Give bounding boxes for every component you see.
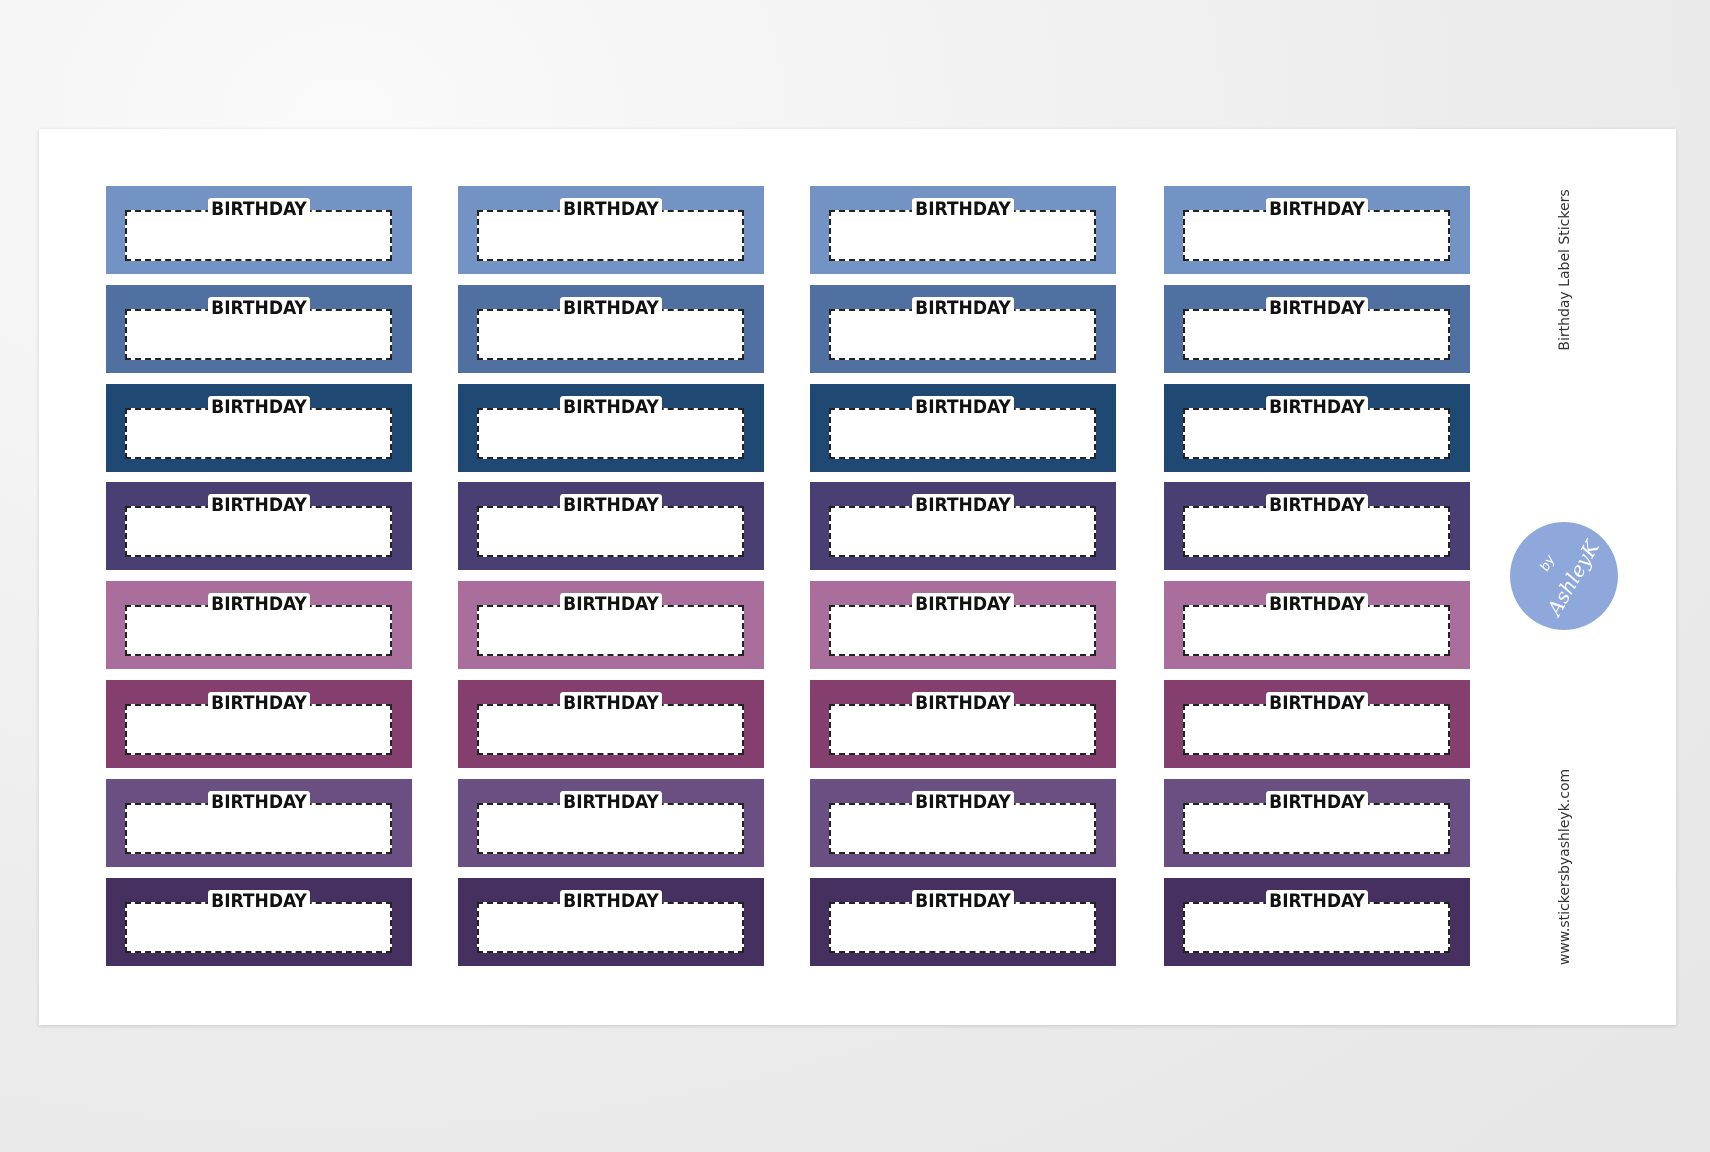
sticker: BIRTHDAY bbox=[458, 284, 764, 373]
write-area bbox=[125, 704, 392, 755]
write-area bbox=[829, 802, 1096, 854]
write-area bbox=[477, 506, 744, 558]
sticker: BIRTHDAY bbox=[106, 680, 412, 768]
sticker: BIRTHDAY bbox=[106, 877, 412, 966]
write-area bbox=[125, 210, 392, 261]
sticker: BIRTHDAY bbox=[1164, 581, 1470, 670]
sticker: BIRTHDAY bbox=[458, 186, 764, 274]
write-area bbox=[1183, 506, 1450, 558]
write-area bbox=[125, 605, 392, 657]
sticker: BIRTHDAY bbox=[810, 482, 1116, 571]
sticker: BIRTHDAY bbox=[1164, 482, 1470, 571]
sticker: BIRTHDAY bbox=[810, 284, 1116, 373]
write-area bbox=[1183, 704, 1450, 755]
write-area bbox=[125, 901, 392, 953]
write-area bbox=[829, 210, 1096, 261]
logo-by: by bbox=[1537, 552, 1559, 575]
sticker: BIRTHDAY bbox=[458, 482, 764, 571]
sticker: BIRTHDAY bbox=[810, 778, 1116, 867]
write-area bbox=[125, 802, 392, 854]
sticker: BIRTHDAY bbox=[106, 778, 412, 867]
write-area bbox=[477, 210, 744, 261]
sticker: BIRTHDAY bbox=[810, 680, 1116, 768]
write-area bbox=[1183, 802, 1450, 854]
sticker: BIRTHDAY bbox=[1164, 778, 1470, 867]
write-area bbox=[477, 605, 744, 657]
write-area bbox=[1183, 210, 1450, 261]
write-area bbox=[829, 506, 1096, 558]
write-area bbox=[125, 407, 392, 459]
sticker: BIRTHDAY bbox=[106, 383, 412, 472]
sticker: BIRTHDAY bbox=[458, 877, 764, 966]
write-area bbox=[829, 901, 1096, 953]
sticker: BIRTHDAY bbox=[1164, 383, 1470, 472]
sticker: BIRTHDAY bbox=[458, 680, 764, 768]
sticker: BIRTHDAY bbox=[810, 581, 1116, 670]
write-area bbox=[477, 901, 744, 953]
sticker: BIRTHDAY bbox=[106, 284, 412, 373]
write-area bbox=[829, 605, 1096, 657]
sticker: BIRTHDAY bbox=[106, 482, 412, 571]
sticker: BIRTHDAY bbox=[810, 383, 1116, 472]
write-area bbox=[829, 407, 1096, 459]
write-area bbox=[477, 802, 744, 854]
write-area bbox=[1183, 901, 1450, 953]
write-area bbox=[829, 704, 1096, 755]
write-area bbox=[1183, 308, 1450, 360]
write-area bbox=[125, 308, 392, 360]
sticker: BIRTHDAY bbox=[810, 877, 1116, 966]
write-area bbox=[125, 506, 392, 558]
write-area bbox=[829, 308, 1096, 360]
write-area bbox=[477, 308, 744, 360]
sheet-title: Birthday Label Stickers bbox=[1557, 189, 1573, 351]
write-area bbox=[477, 407, 744, 459]
sticker: BIRTHDAY bbox=[106, 186, 412, 274]
logo: by AshleyK bbox=[1510, 522, 1618, 630]
sticker: BIRTHDAY bbox=[1164, 284, 1470, 373]
sticker: BIRTHDAY bbox=[810, 186, 1116, 274]
sticker: BIRTHDAY bbox=[458, 778, 764, 867]
sticker: BIRTHDAY bbox=[458, 581, 764, 670]
sticker-sheet: BIRTHDAY BIRTHDAY BIRTHDAY BIRTHDAY BIRTHDAY… bbox=[39, 129, 1676, 1025]
sticker: BIRTHDAY bbox=[458, 383, 764, 472]
sticker: BIRTHDAY bbox=[1164, 186, 1470, 274]
website: www.stickersbyashleyk.com bbox=[1557, 768, 1573, 966]
write-area bbox=[1183, 407, 1450, 459]
sticker: BIRTHDAY bbox=[1164, 680, 1470, 768]
write-area bbox=[1183, 605, 1450, 657]
sticker: BIRTHDAY bbox=[1164, 877, 1470, 966]
write-area bbox=[477, 704, 744, 755]
logo-name: AshleyK bbox=[1542, 536, 1604, 620]
sticker: BIRTHDAY bbox=[106, 581, 412, 670]
